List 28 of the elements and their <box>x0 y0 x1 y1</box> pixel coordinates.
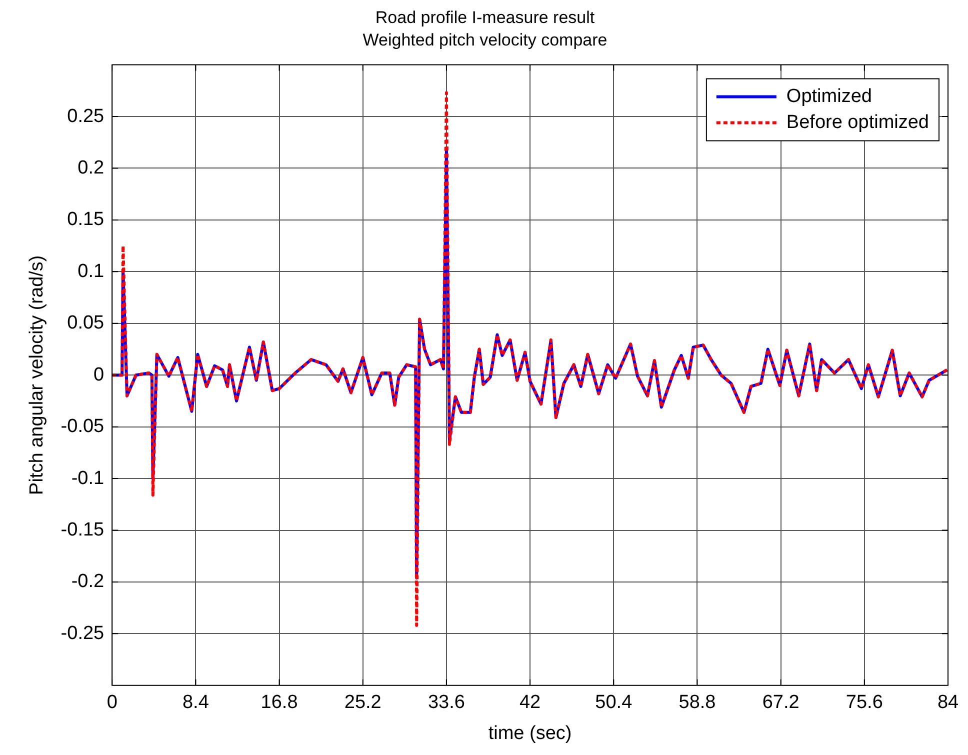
y-tick-label: -0.05 <box>60 416 104 438</box>
legend-label: Before optimized <box>786 112 930 134</box>
y-tick-label: 0.1 <box>78 260 104 282</box>
y-tick-label: -0.1 <box>71 468 104 489</box>
y-tick-label: 0.05 <box>67 312 104 334</box>
chart-subtitle: Weighted pitch velocity compare <box>362 30 608 50</box>
x-tick-label: 67.2 <box>762 692 800 714</box>
x-tick-label: 75.6 <box>846 692 883 714</box>
x-tick-label: 16.8 <box>260 692 298 714</box>
y-tick-label: 0 <box>94 364 104 386</box>
x-axis-title: time (sec) <box>488 722 572 744</box>
y-tick-label: -0.15 <box>60 519 104 540</box>
y-tick-label: -0.25 <box>60 622 104 644</box>
y-tick-label: 0.15 <box>67 209 104 230</box>
y-axis-title: Pitch angular velocity (rad/s) <box>26 255 48 495</box>
y-tick-label: 0.2 <box>78 157 104 178</box>
chart-title: Road profile I-measure result <box>375 8 595 27</box>
x-tick-label: 58.8 <box>678 692 716 714</box>
x-tick-label: 84 <box>937 692 959 714</box>
x-tick-label: 8.4 <box>182 692 210 714</box>
y-tick-label: -0.2 <box>71 571 104 592</box>
y-tick-label: 0.25 <box>67 106 104 127</box>
x-tick-label: 33.6 <box>428 692 465 714</box>
x-tick-label: 42 <box>519 692 541 714</box>
legend-label: Optimized <box>786 86 872 108</box>
x-tick-label: 0 <box>106 692 118 714</box>
x-tick-label: 50.4 <box>595 692 633 714</box>
x-tick-label: 25.2 <box>344 692 382 714</box>
